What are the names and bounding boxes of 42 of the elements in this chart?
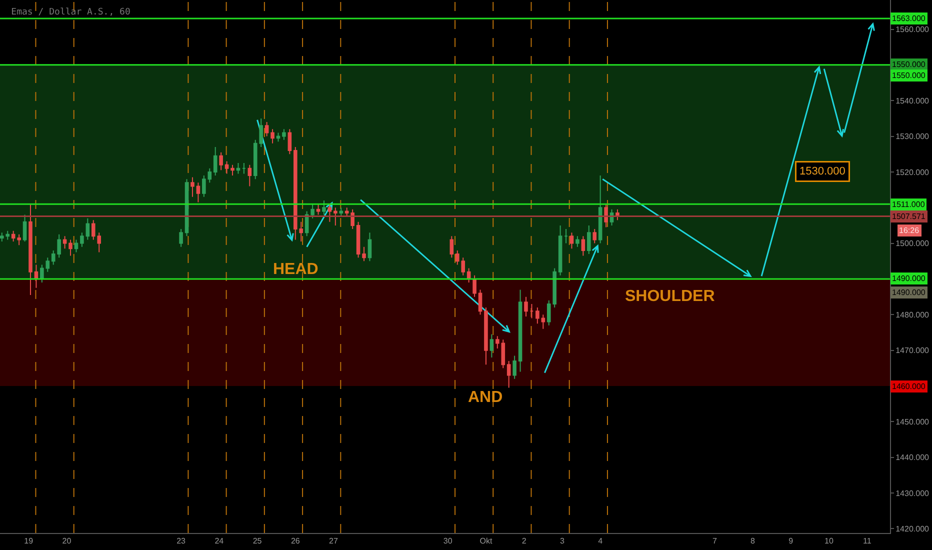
- x-tick-label: 4: [598, 536, 604, 546]
- ref-line-label: 1507.571: [892, 212, 926, 221]
- x-tick-label: 8: [750, 536, 756, 546]
- x-tick-label: 2: [522, 536, 527, 546]
- y-tick-label: 1440.000: [896, 453, 930, 462]
- annotation: SHOULDER: [625, 288, 716, 305]
- annotation: AND: [468, 389, 503, 406]
- x-tick-label: 25: [252, 536, 262, 546]
- y-tick-label: 1540.000: [896, 96, 930, 106]
- x-tick-label: 27: [329, 536, 339, 546]
- text: 1490.000: [892, 288, 926, 297]
- x-tick-label: 26: [290, 536, 300, 546]
- y-tick-label: 1430.000: [896, 488, 930, 498]
- y-tick-label: 1560.000: [896, 25, 930, 34]
- annotation: 1530.000: [800, 166, 846, 178]
- ref-line-label: 1511.000: [892, 200, 926, 209]
- x-tick-label: Okt: [480, 536, 493, 546]
- x-tick-label: 24: [214, 536, 224, 546]
- x-tick-label: 30: [443, 536, 453, 546]
- x-tick-label: 9: [788, 536, 794, 546]
- band-label: 1550.000: [892, 60, 926, 69]
- annotation: HEAD: [273, 261, 318, 278]
- x-tick-label: 7: [712, 536, 718, 546]
- x-tick-label: 20: [62, 536, 72, 546]
- y-tick-label: 1500.000: [896, 239, 930, 248]
- y-tick-label: 1420.000: [896, 524, 930, 534]
- ref-line-label: 1490.000: [892, 274, 926, 283]
- y-tick-label: 1530.000: [896, 132, 930, 142]
- text: Emas / Dollar A.S., 60: [11, 8, 130, 18]
- y-tick-label: 1470.000: [896, 346, 930, 356]
- ref-line-label: 1550.000: [892, 71, 926, 80]
- band-label: 1460.000: [892, 382, 926, 391]
- x-tick-label: 19: [24, 536, 34, 546]
- y-tick-label: 1480.000: [896, 310, 930, 320]
- x-tick-label: 11: [862, 536, 872, 546]
- ref-line-label: 1563.000: [892, 14, 926, 23]
- x-tick-label: 23: [176, 536, 186, 546]
- x-tick-label: 3: [560, 536, 565, 546]
- y-tick-label: 1450.000: [896, 417, 930, 426]
- text: 16:26: [899, 226, 920, 235]
- x-tick-label: 10: [824, 536, 834, 546]
- y-tick-label: 1520.000: [896, 168, 930, 177]
